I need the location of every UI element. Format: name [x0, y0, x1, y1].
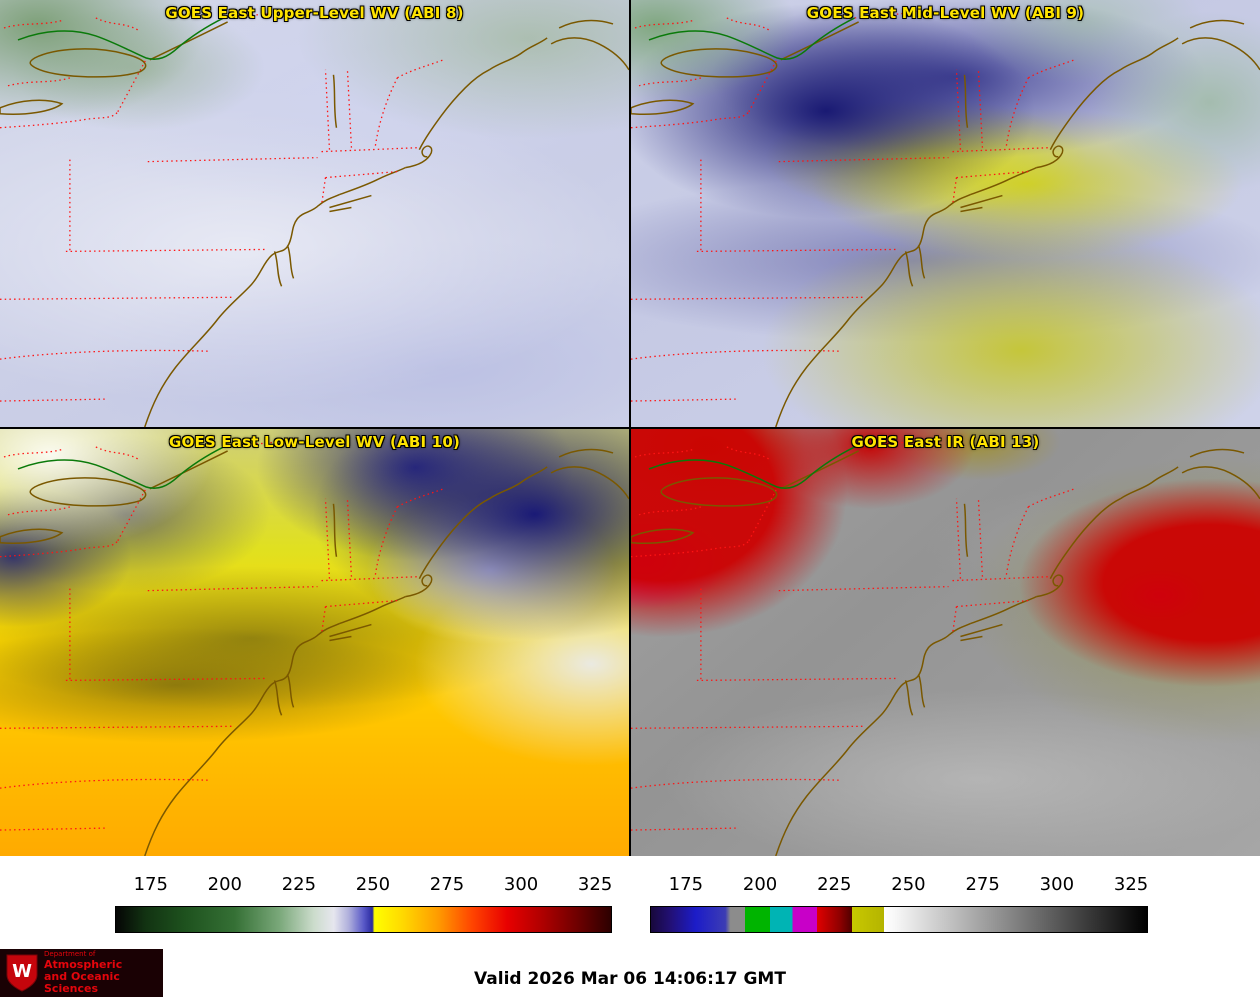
panel-title-low-level-wv: GOES East Low-Level WV (ABI 10) — [168, 433, 461, 451]
map-boundaries-overlay — [631, 429, 1260, 856]
satellite-panel-grid: GOES East Upper-Level WV (ABI 8) GOES Ea… — [0, 0, 1260, 856]
panel-title-infrared: GOES East IR (ABI 13) — [851, 433, 1040, 451]
uw-crest-icon: W — [6, 954, 38, 992]
tick-label: 225 — [281, 874, 317, 895]
map-boundaries-overlay — [0, 429, 629, 856]
wv-colorbar-gradient — [115, 906, 612, 933]
ir-colorbar: 175 200 225 250 275 300 325 — [650, 874, 1148, 933]
uw-aos-logo-text: Department of Atmospheric and Oceanic Sc… — [44, 950, 158, 995]
tick-label: 325 — [1113, 874, 1149, 895]
tick-label: 200 — [742, 874, 778, 895]
panel-mid-level-wv: GOES East Mid-Level WV (ABI 9) — [631, 0, 1260, 427]
footer: 175 200 225 250 275 300 325 175 200 225 … — [0, 856, 1260, 999]
panel-low-level-wv: GOES East Low-Level WV (ABI 10) — [0, 429, 629, 856]
tick-label: 175 — [133, 874, 168, 895]
tick-label: 250 — [891, 874, 926, 895]
tick-label: 275 — [965, 874, 1000, 895]
tick-label: 325 — [577, 874, 613, 895]
tick-label: 275 — [429, 874, 465, 895]
uw-aos-logo: W Department of Atmospheric and Oceanic … — [0, 949, 163, 997]
panel-infrared: GOES East IR (ABI 13) — [631, 429, 1260, 856]
map-boundaries-overlay — [0, 0, 629, 427]
wv-colorbar-ticks: 175 200 225 250 275 300 325 — [115, 874, 613, 902]
tick-label: 250 — [355, 874, 391, 895]
ir-colorbar-gradient — [650, 906, 1148, 933]
panel-title-upper-level-wv: GOES East Upper-Level WV (ABI 8) — [165, 4, 464, 22]
tick-label: 175 — [668, 874, 704, 895]
map-boundaries-overlay — [631, 0, 1260, 427]
tick-label: 300 — [503, 874, 539, 895]
svg-text:W: W — [12, 961, 32, 982]
tick-label: 300 — [1039, 874, 1075, 895]
logo-dept-line: Department of — [44, 950, 96, 959]
logo-atmos-line: Atmospheric — [44, 957, 123, 971]
panel-title-mid-level-wv: GOES East Mid-Level WV (ABI 9) — [806, 4, 1085, 22]
panel-upper-level-wv: GOES East Upper-Level WV (ABI 8) — [0, 0, 629, 427]
logo-ocean-line: and Oceanic Sciences — [44, 969, 120, 995]
tick-label: 200 — [207, 874, 243, 895]
wv-colorbar: 175 200 225 250 275 300 325 — [115, 874, 612, 933]
tick-label: 225 — [817, 874, 852, 895]
ir-colorbar-ticks: 175 200 225 250 275 300 325 — [650, 874, 1149, 902]
valid-timestamp: Valid 2026 Mar 06 14:06:17 GMT — [474, 969, 786, 989]
